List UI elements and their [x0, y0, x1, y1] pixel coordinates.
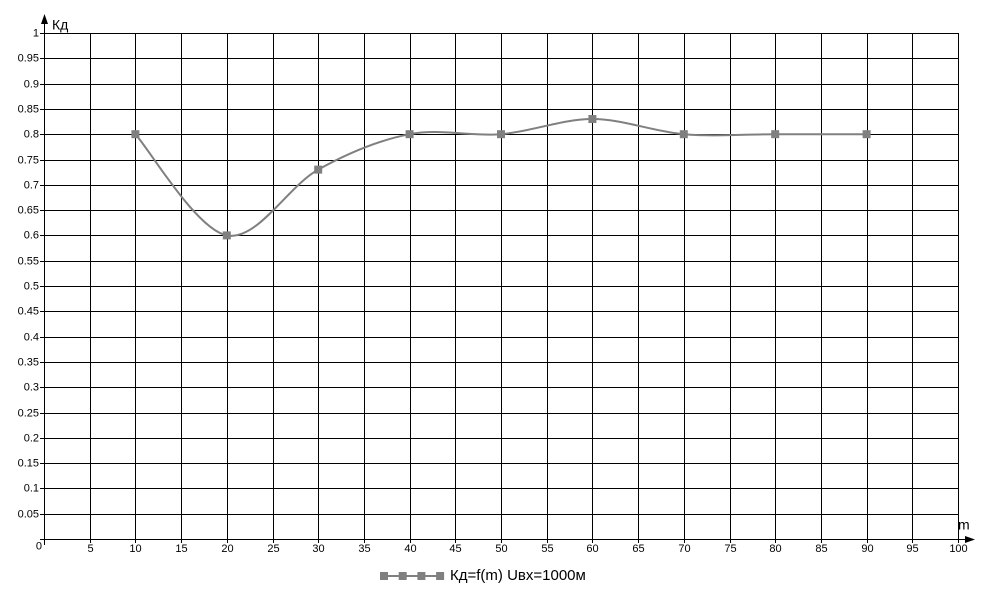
y-tick-label: 0.55 — [18, 255, 39, 267]
y-tick-label: 0.25 — [18, 407, 39, 419]
x-tick-label: 85 — [815, 543, 827, 555]
x-tick-label: 10 — [129, 543, 141, 555]
y-tick-label: 0.5 — [24, 280, 39, 292]
x-axis-label: m — [958, 517, 970, 533]
x-tick-label: 15 — [175, 543, 187, 555]
x-tick-label: 45 — [449, 543, 461, 555]
x-tick-label: 25 — [267, 543, 279, 555]
y-tick-label: 0.05 — [18, 508, 39, 520]
y-tick-label: 0.95 — [18, 52, 39, 64]
legend-marker — [380, 572, 388, 580]
y-tick-label: 0.45 — [18, 305, 39, 317]
point-marker — [862, 130, 871, 139]
legend-marker — [417, 572, 426, 580]
x-tick-label: 30 — [312, 543, 324, 555]
y-tick-label: 0.9 — [24, 78, 39, 90]
x-tick-label: 90 — [861, 543, 873, 555]
y-tick-label: 0.4 — [24, 331, 39, 343]
point-marker — [314, 165, 323, 174]
y-tick-label: 0 — [36, 540, 42, 552]
y-tick-label: 0.7 — [24, 179, 39, 191]
y-axis-arrow — [41, 14, 48, 24]
legend-marker — [398, 572, 407, 580]
series-line — [134, 118, 867, 237]
x-axis-arrow — [965, 536, 975, 543]
x-tick-label: 20 — [221, 543, 233, 555]
y-axis-label: Кд — [52, 17, 68, 33]
x-tick-label: 35 — [358, 543, 370, 555]
x-tick-label: 55 — [541, 543, 553, 555]
x-tick-label: 75 — [724, 543, 736, 555]
point-marker — [405, 130, 414, 139]
x-tick-label: 100 — [949, 543, 967, 555]
y-tick-label: 0.35 — [18, 356, 39, 368]
y-tick-label: 1 — [33, 27, 39, 39]
y-tick-label: 0.85 — [18, 103, 39, 115]
y-tick-label: 0.75 — [18, 154, 39, 166]
y-tick-label: 0.65 — [18, 204, 39, 216]
point-marker — [222, 231, 231, 240]
x-tick-label: 5 — [87, 543, 93, 555]
x-tick-label: 65 — [632, 543, 644, 555]
point-marker — [497, 130, 505, 139]
legend-label: Кд=f(m) Uвх=1000м — [450, 567, 586, 584]
y-tick-label: 0.3 — [24, 381, 39, 393]
point-marker — [131, 130, 140, 139]
point-marker — [771, 130, 780, 139]
x-tick-label: 95 — [906, 543, 918, 555]
point-marker — [588, 115, 597, 124]
x-tick-label: 50 — [495, 543, 507, 555]
y-tick-label: 0.15 — [18, 457, 39, 469]
legend-marker — [436, 572, 445, 580]
y-tick-label: 0.2 — [24, 432, 39, 444]
x-tick-label: 60 — [586, 543, 598, 555]
x-tick-label: 70 — [678, 543, 690, 555]
y-tick-label: 0.8 — [24, 128, 39, 140]
x-tick-label: 40 — [404, 543, 416, 555]
x-tick-label: 80 — [769, 543, 781, 555]
point-marker — [679, 130, 688, 139]
y-tick-label: 0.6 — [24, 229, 39, 241]
y-tick-label: 0.1 — [24, 482, 39, 494]
